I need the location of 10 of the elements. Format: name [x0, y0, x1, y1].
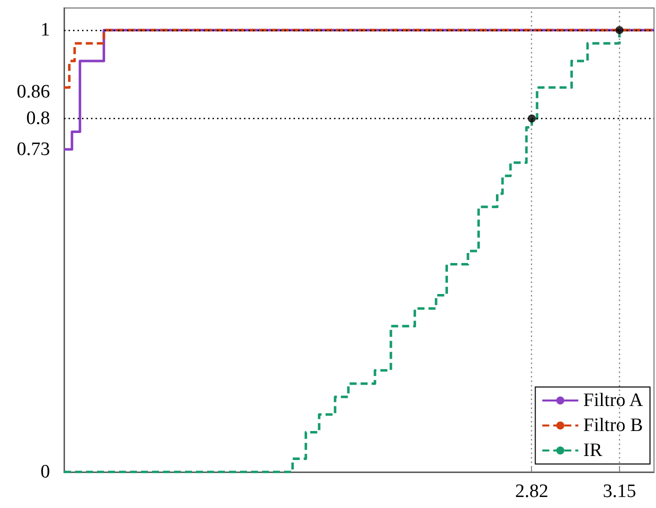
y-tick-label: 0.86 [16, 81, 50, 102]
x-tick-label: 2.82 [515, 481, 548, 502]
y-tick-label: 1 [40, 20, 50, 41]
y-tick-label: 0.8 [26, 108, 50, 129]
y-tick-label: 0.73 [16, 138, 50, 160]
legend-label: Filtro A [583, 390, 644, 411]
legend-label: Filtro B [583, 415, 643, 436]
legend-label: IR [583, 440, 603, 461]
y-tick-label: 0 [40, 462, 50, 482]
x-tick-label: 3.15 [602, 481, 636, 502]
